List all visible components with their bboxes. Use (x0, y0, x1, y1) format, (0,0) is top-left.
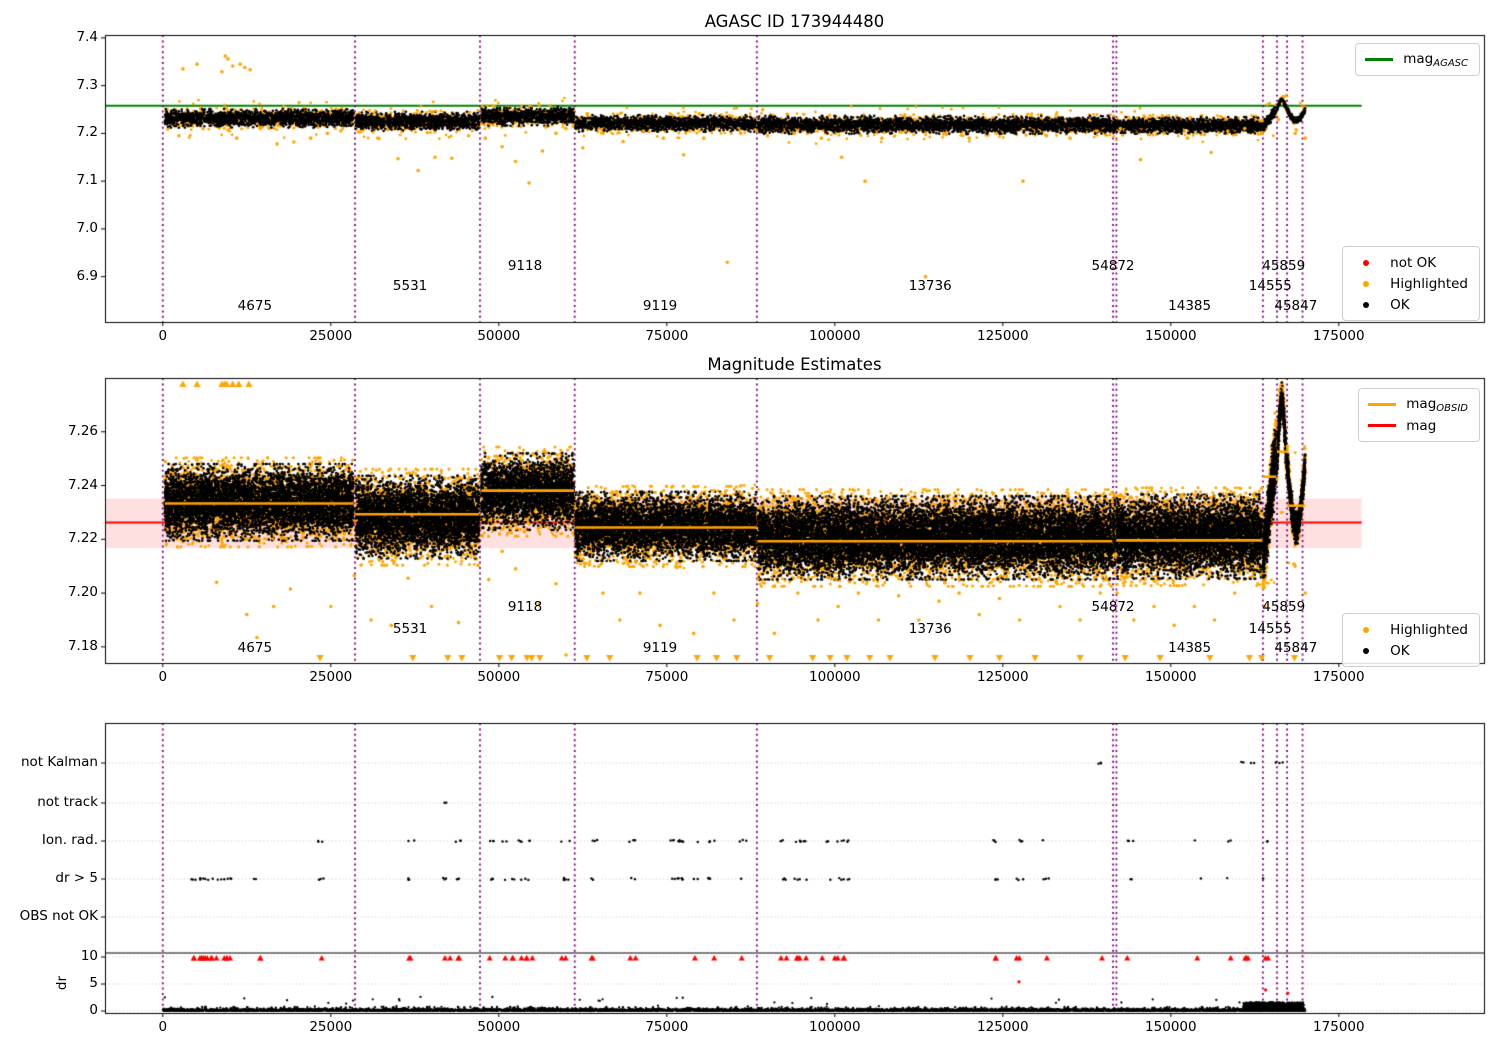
legend-dot-swatch (1363, 647, 1370, 654)
obsid-label: 13736 (908, 278, 952, 295)
y-tick-label: 7.18 (67, 637, 98, 654)
obsid-label: 9118 (507, 598, 543, 615)
legend-label: magAGASC (1403, 50, 1468, 69)
category-label-dr-5: dr > 5 (55, 870, 98, 886)
obsid-label: 13736 (908, 620, 952, 637)
legend-point-types-middle: Highlighted OK (1342, 613, 1480, 667)
x-tick-label: 175000 (1313, 669, 1365, 685)
x-tick-label: 100000 (809, 669, 861, 685)
legend-dot-swatch (1363, 626, 1370, 633)
y-tick-label: 7.2 (76, 124, 98, 141)
y-tick-label: 7.20 (67, 584, 98, 601)
x-tick-label: 0 (158, 1019, 168, 1035)
x-tick-label: 125000 (977, 1019, 1029, 1035)
y-tick-label: 7.0 (76, 219, 98, 236)
legend-line-swatch (1368, 424, 1397, 427)
obsid-label: 5531 (392, 620, 428, 637)
obsid-label: 9118 (507, 258, 543, 275)
legend-label: Highlighted (1390, 275, 1468, 292)
x-tick-label: 175000 (1313, 328, 1365, 344)
x-tick-label: 25000 (309, 328, 353, 344)
obsid-label: 14385 (1168, 298, 1212, 315)
legend-mag-agasc: magAGASC (1355, 43, 1480, 76)
legend-label-subscript: AGASC (1433, 57, 1468, 69)
obsid-label: 5531 (392, 278, 428, 295)
x-tick-label: 150000 (1145, 328, 1197, 344)
legend-item: mag (1368, 415, 1468, 436)
legend-item: magOBSID (1368, 394, 1468, 415)
obsid-label: 54872 (1091, 258, 1135, 275)
legend-dot-swatch (1363, 259, 1370, 266)
legend-point-types-top: not OK Highlighted OK (1342, 246, 1480, 321)
y-tick-label: 7.1 (76, 172, 98, 189)
y-tick-label: 7.3 (76, 76, 98, 93)
obsid-label: 14555 (1248, 620, 1292, 637)
x-tick-label: 25000 (309, 1019, 353, 1035)
middle-plot-title: Magnitude Estimates (707, 355, 882, 374)
legend-item: Highlighted (1352, 619, 1468, 640)
x-tick-label: 50000 (477, 669, 521, 685)
legend-dot-swatch (1363, 280, 1370, 287)
category-label-obs-not-ok: OBS not OK (19, 908, 98, 924)
obsid-label: 54872 (1091, 598, 1135, 615)
legend-label: OK (1390, 296, 1410, 313)
y-tick-label: 7.4 (76, 28, 98, 45)
obsid-label: 9119 (642, 640, 678, 657)
legend-label: OK (1390, 642, 1410, 659)
legend-item: magAGASC (1365, 49, 1468, 70)
x-tick-label: 0 (158, 669, 168, 685)
obsid-label: 14555 (1248, 278, 1292, 295)
legend-item: OK (1352, 294, 1468, 315)
obsid-label: 14385 (1168, 640, 1212, 657)
x-tick-label: 50000 (477, 1019, 521, 1035)
category-label-not-track: not track (37, 794, 98, 810)
legend-item: OK (1352, 640, 1468, 661)
dr-tick-label: 10 (80, 948, 98, 964)
obsid-label: 45847 (1274, 298, 1318, 315)
y-tick-label: 7.24 (67, 476, 98, 493)
legend-label: not OK (1390, 254, 1437, 271)
x-tick-label: 75000 (645, 328, 689, 344)
obsid-label: 45847 (1274, 640, 1318, 657)
legend-label: Highlighted (1390, 621, 1468, 638)
category-label-ion-rad-: Ion. rad. (41, 832, 98, 848)
category-label-not-kalman: not Kalman (20, 754, 98, 770)
y-tick-label: 7.22 (67, 530, 98, 547)
legend-item: not OK (1352, 252, 1468, 273)
obsid-label: 45859 (1262, 258, 1306, 275)
x-tick-label: 25000 (309, 669, 353, 685)
legend-item: Highlighted (1352, 273, 1468, 294)
x-tick-label: 150000 (1145, 669, 1197, 685)
obsid-label: 45859 (1262, 598, 1306, 615)
x-tick-label: 100000 (809, 328, 861, 344)
dr-tick-label: 0 (89, 1002, 98, 1018)
x-tick-label: 150000 (1145, 1019, 1197, 1035)
legend-label: magOBSID (1406, 395, 1468, 414)
legend-mag-lines: magOBSID mag (1358, 388, 1480, 442)
dr-tick-label: 5 (89, 975, 98, 991)
top-plot-title: AGASC ID 173944480 (704, 12, 885, 31)
obsid-label: 4675 (237, 640, 273, 657)
legend-line-swatch (1368, 403, 1397, 406)
y-tick-label: 7.26 (67, 422, 98, 439)
y-tick-label: 6.9 (76, 267, 98, 284)
legend-line-swatch (1365, 58, 1394, 61)
x-tick-label: 75000 (645, 669, 689, 685)
x-tick-label: 0 (158, 328, 168, 344)
dr-axis-label: dr (54, 975, 70, 991)
legend-label: mag (1406, 417, 1437, 434)
x-tick-label: 75000 (645, 1019, 689, 1035)
legend-label-subscript: OBSID (1436, 402, 1468, 414)
legend-dot-swatch (1363, 301, 1370, 308)
x-tick-label: 50000 (477, 328, 521, 344)
x-tick-label: 175000 (1313, 1019, 1365, 1035)
obsid-label: 4675 (237, 298, 273, 315)
obsid-label: 9119 (642, 298, 678, 315)
x-tick-label: 125000 (977, 328, 1029, 344)
x-tick-label: 100000 (809, 1019, 861, 1035)
x-tick-label: 125000 (977, 669, 1029, 685)
